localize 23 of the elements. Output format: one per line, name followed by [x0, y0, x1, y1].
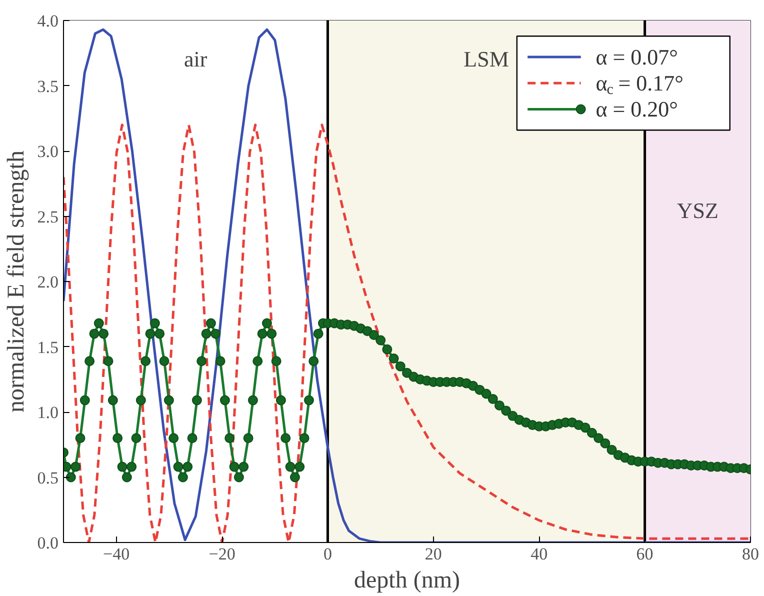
band-label: LSM: [464, 46, 509, 72]
y-tick-label: 1.0: [37, 403, 58, 422]
y-tick-label: 4.0: [37, 12, 58, 30]
legend-label: α = 0.20°: [596, 96, 678, 122]
band-label: air: [184, 46, 208, 72]
y-tick-label: 2.5: [37, 207, 58, 226]
legend-label: α = 0.07°: [596, 44, 678, 70]
x-tick-label: −20: [208, 544, 236, 564]
x-tick-label: 20: [424, 544, 442, 564]
y-tick-label: 3.0: [37, 142, 58, 161]
y-tick-label: 0.5: [37, 468, 58, 488]
x-tick-label: 80: [742, 544, 759, 564]
y-tick-label: 1.5: [37, 338, 58, 357]
x-axis-title: depth (nm): [354, 568, 460, 594]
x-tick-label: −40: [103, 544, 130, 564]
y-tick-label: 3.5: [37, 76, 58, 96]
x-tick-label: 40: [530, 544, 548, 564]
x-tick-label: 0: [323, 544, 332, 564]
y-tick-label: 0.0: [37, 534, 58, 552]
y-tick-label: 2.0: [37, 272, 58, 292]
y-axis-title: normalized E field strength: [3, 150, 30, 412]
x-tick-label: 60: [636, 544, 654, 564]
band-label: YSZ: [676, 198, 718, 223]
